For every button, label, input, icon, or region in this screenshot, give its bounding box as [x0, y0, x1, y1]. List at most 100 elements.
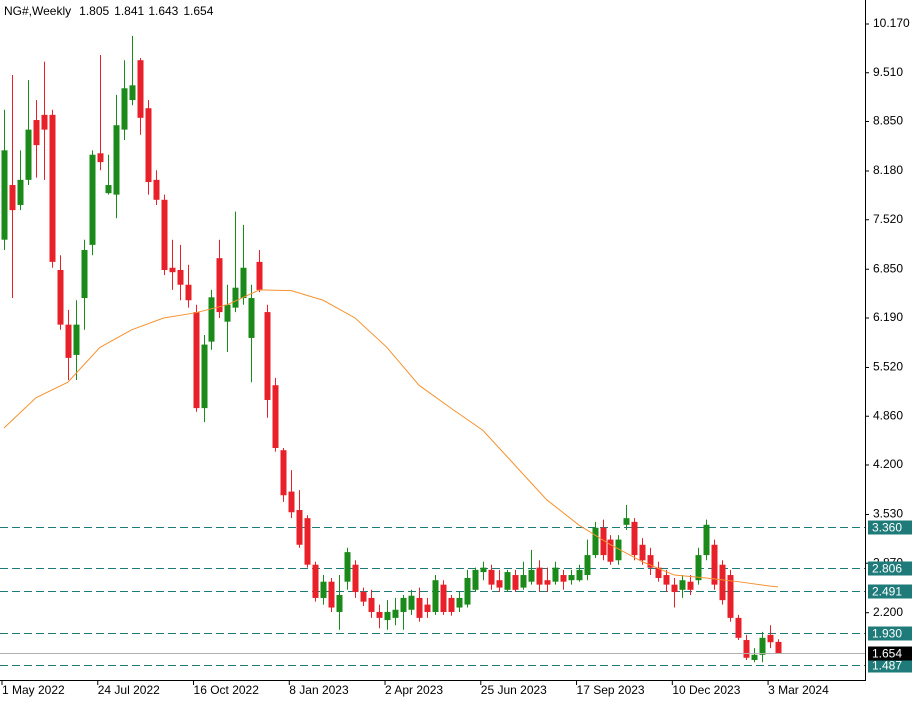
candle-body	[17, 179, 24, 205]
y-tick-label: 6.190	[873, 310, 903, 324]
y-tick-label: 8.850	[873, 114, 903, 128]
header: NG#,Weekly 1.805 1.841 1.643 1.654	[4, 4, 214, 18]
candle-body	[256, 261, 263, 290]
candle-body	[41, 114, 48, 130]
candle-body	[193, 312, 200, 409]
candle-body	[201, 344, 208, 409]
y-tick-label: 4.200	[873, 457, 903, 471]
candle-body	[240, 267, 247, 299]
level-box	[868, 658, 912, 673]
candle-body	[759, 637, 766, 655]
candle-body	[560, 575, 567, 582]
candle-body	[592, 527, 599, 556]
candle-body	[1, 150, 8, 240]
candle-body	[145, 108, 152, 183]
header-close: 1.654	[183, 4, 213, 18]
candle-body	[368, 597, 375, 612]
candle-body	[65, 324, 72, 358]
candle-body	[352, 564, 359, 593]
candle-body	[536, 567, 543, 585]
candle-body	[488, 569, 495, 585]
candle-body	[751, 654, 758, 660]
candle-body	[208, 297, 215, 342]
candle-body	[185, 284, 192, 301]
y-tick-label: 10.170	[873, 16, 910, 30]
candle-body	[416, 597, 423, 618]
level-label: 2.491	[872, 585, 902, 599]
candle-body	[105, 185, 112, 194]
candle-body	[304, 518, 311, 565]
candle-body	[33, 120, 40, 146]
candle-body	[440, 584, 447, 612]
candle-body	[296, 510, 303, 545]
candle-body	[384, 611, 391, 621]
header-high: 1.841	[114, 4, 144, 18]
candle-body	[25, 129, 32, 180]
candle-body	[232, 287, 239, 308]
level-box	[868, 626, 912, 641]
candle-body	[49, 114, 56, 262]
candle-body	[408, 595, 415, 610]
x-tick-label: 24 Jul 2022	[98, 683, 160, 697]
y-tick-label: 5.520	[873, 360, 903, 374]
candle-body	[767, 634, 774, 643]
x-tick-label: 1 May 2022	[2, 683, 65, 697]
candle-body	[360, 592, 367, 602]
candle-body	[113, 125, 120, 195]
level-box	[868, 561, 912, 576]
header-low: 1.643	[148, 4, 178, 18]
candle-body	[424, 604, 431, 612]
candle-body	[129, 85, 136, 101]
candle-body	[584, 555, 591, 576]
candle-body	[280, 450, 287, 496]
candle-body	[464, 577, 471, 605]
candle-body	[639, 544, 646, 561]
candle-body	[496, 580, 503, 588]
level-box	[868, 520, 912, 535]
candle-body	[472, 569, 479, 590]
candle-body	[504, 572, 511, 590]
candle-body	[89, 154, 96, 245]
candle-body	[137, 60, 144, 118]
candle-body	[520, 575, 527, 588]
candle-body	[528, 569, 535, 582]
candle-body	[288, 491, 295, 513]
x-tick-label: 8 Jan 2023	[289, 683, 349, 697]
candle-body	[9, 185, 16, 211]
candle-body	[336, 594, 343, 612]
y-tick-label: 7.520	[873, 212, 903, 226]
candle-body	[161, 199, 168, 270]
candle-body	[177, 269, 184, 285]
candle-body	[655, 567, 662, 578]
candle-body	[73, 324, 80, 355]
candle-body	[544, 580, 551, 585]
candle-body	[320, 581, 327, 598]
y-tick-label: 3.530	[873, 507, 903, 521]
x-tick-label: 2 Apr 2023	[385, 683, 443, 697]
candle-body	[97, 153, 104, 163]
candle-body	[224, 304, 231, 322]
candle-body	[153, 179, 160, 200]
moving-average	[3, 289, 779, 588]
candle-body	[687, 581, 694, 590]
candle-body	[400, 597, 407, 612]
candle-body	[600, 527, 607, 556]
y-tick-label: 4.860	[873, 408, 903, 422]
candle-body	[719, 564, 726, 601]
candle-body	[623, 518, 630, 525]
candle-body	[568, 575, 575, 581]
candle-body	[312, 564, 319, 598]
price-box	[868, 646, 912, 661]
level-box	[868, 584, 912, 599]
candle-body	[456, 597, 463, 608]
plot-area	[0, 35, 865, 666]
candle-body	[376, 611, 383, 618]
candle-body	[121, 88, 128, 130]
y-tick-label: 8.180	[873, 163, 903, 177]
candle-body	[344, 552, 351, 582]
candle-body	[735, 617, 742, 638]
y-tick-label: 2.200	[873, 605, 903, 619]
level-label: 3.360	[872, 521, 902, 535]
candle-body	[81, 250, 88, 299]
